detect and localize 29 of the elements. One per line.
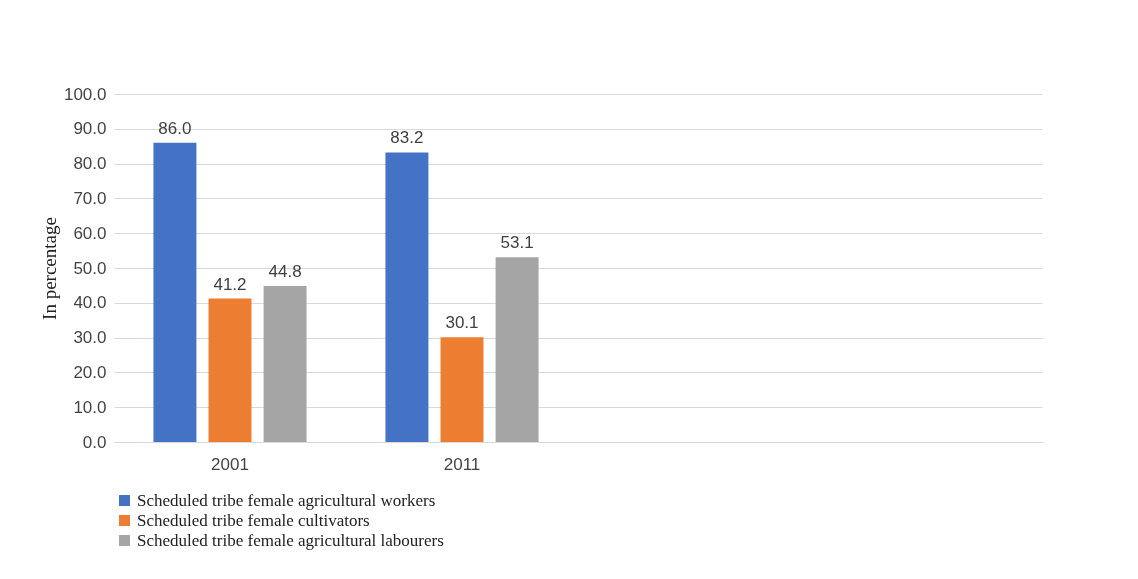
legend-label: Scheduled tribe female agricultural labourers [137, 530, 444, 550]
y-tick-label: 30.0 [73, 328, 107, 348]
y-axis-title: In percentage [38, 217, 60, 320]
y-tick-label: 100.0 [63, 84, 107, 104]
data-label: 86.0 [158, 118, 192, 138]
bar [153, 142, 197, 442]
y-tick-label: 20.0 [73, 362, 107, 382]
y-tick-label: 50.0 [73, 258, 107, 278]
y-tick-label: 40.0 [73, 293, 107, 313]
x-tick-label: 2001 [211, 454, 249, 474]
bar [208, 298, 252, 442]
bar [495, 257, 539, 442]
legend-label: Scheduled tribe female cultivators [137, 510, 370, 530]
bar [263, 286, 307, 442]
y-tick-label: 70.0 [73, 188, 107, 208]
y-tick-label: 60.0 [73, 223, 107, 243]
y-tick-label: 90.0 [73, 119, 107, 139]
data-label: 41.2 [213, 274, 247, 294]
y-tick-label: 10.0 [73, 397, 107, 417]
data-label: 30.1 [445, 313, 479, 333]
data-label: 83.2 [390, 128, 424, 148]
bar [385, 152, 429, 442]
legend-label: Scheduled tribe female agricultural workers [137, 490, 436, 510]
y-tick-label: 0.0 [82, 432, 107, 452]
y-tick-label: 80.0 [73, 154, 107, 174]
data-label: 44.8 [268, 262, 302, 282]
x-tick-label: 2011 [443, 454, 481, 474]
bar [440, 337, 484, 442]
data-label: 53.1 [500, 233, 534, 253]
